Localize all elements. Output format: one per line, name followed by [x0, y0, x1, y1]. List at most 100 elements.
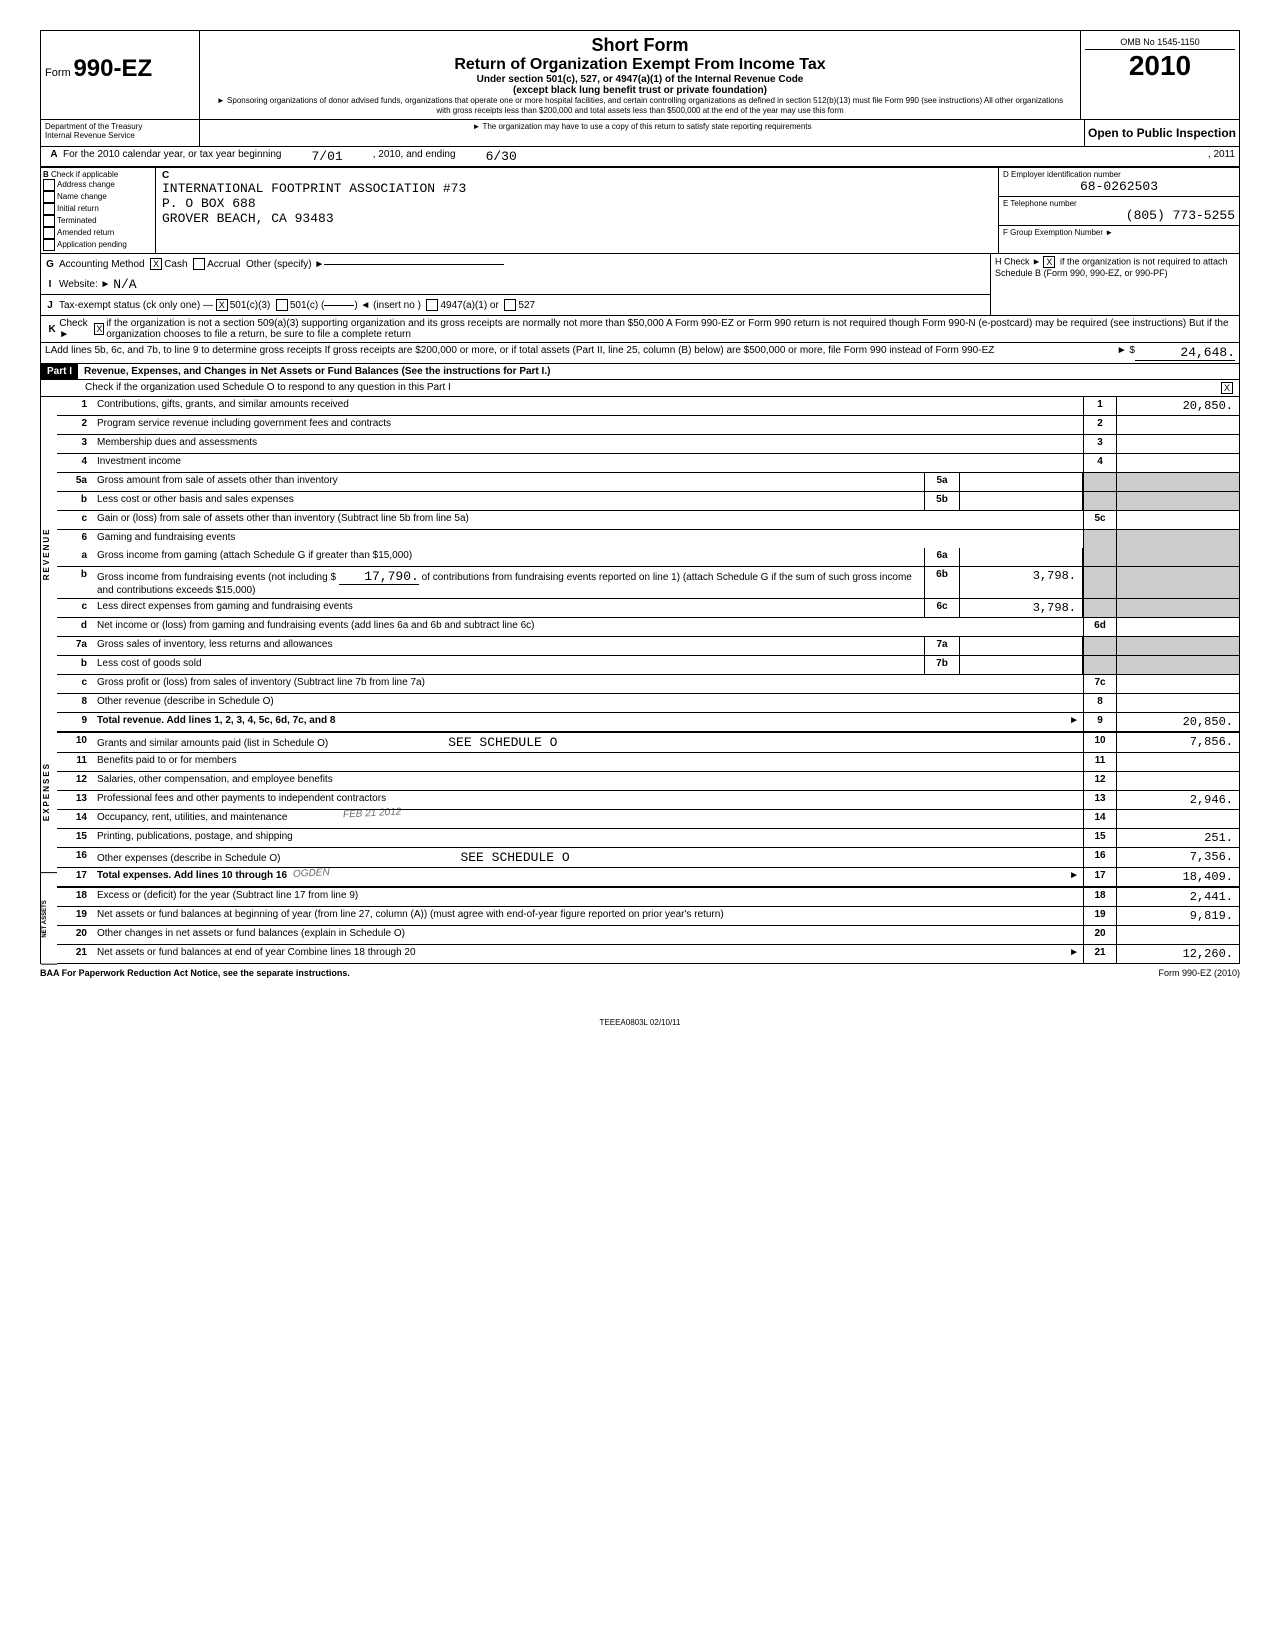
row-6a: aGross income from gaming (attach Schedu…: [57, 548, 1239, 567]
row-19: 19Net assets or fund balances at beginni…: [57, 907, 1239, 926]
open-public-box: Open to Public Inspection: [1084, 120, 1240, 147]
part1-desc: Revenue, Expenses, and Changes in Net As…: [78, 366, 550, 377]
part1-check-text: Check if the organization used Schedule …: [45, 382, 1221, 394]
header-row2: Department of the Treasury Internal Reve…: [40, 120, 1240, 147]
check-k[interactable]: X: [94, 323, 104, 335]
row-12: 12Salaries, other compensation, and empl…: [57, 772, 1239, 791]
d-row: D Employer identification number 68-0262…: [999, 168, 1239, 197]
line-i: I Website: ► N/A: [41, 274, 990, 294]
line-g: G Accounting Method XCash Accrual Other …: [41, 254, 990, 274]
row-18: 18Excess or (deficit) for the year (Subt…: [57, 888, 1239, 907]
check-501c[interactable]: [276, 299, 288, 311]
check-accrual[interactable]: [193, 258, 205, 270]
check-501c3[interactable]: X: [216, 299, 228, 311]
e-label: E Telephone number: [1003, 199, 1235, 208]
website: N/A: [113, 277, 136, 292]
sponsor-note: ► Sponsoring organizations of donor advi…: [210, 96, 1070, 115]
j-501c3: 501(c)(3): [230, 300, 271, 311]
open-public: Open to Public Inspection: [1087, 126, 1237, 140]
row-2: 2Program service revenue including gover…: [57, 416, 1239, 435]
line-a: A For the 2010 calendar year, or tax yea…: [40, 147, 1240, 167]
check-column: B Check if applicable Address change Nam…: [41, 168, 156, 253]
c-label: C: [162, 170, 169, 181]
check-init-label: Initial return: [57, 204, 99, 213]
row-11: 11Benefits paid to or for members11: [57, 753, 1239, 772]
h-label: H Check ►: [995, 257, 1041, 267]
label-a: A: [45, 149, 63, 164]
copy-note: ► The organization may have to use a cop…: [199, 120, 1084, 147]
line-k: K Check ► X if the organization is not a…: [40, 316, 1240, 343]
check-app[interactable]: [43, 239, 55, 251]
row-7b: bLess cost of goods sold7b: [57, 656, 1239, 675]
subtitle2: (except black lung benefit trust or priv…: [210, 85, 1070, 96]
check-app-label: Application pending: [57, 240, 127, 249]
check-term[interactable]: [43, 215, 55, 227]
row-5a: 5aGross amount from sale of assets other…: [57, 473, 1239, 492]
row-10: 10Grants and similar amounts paid (list …: [57, 733, 1239, 753]
row-15: 15Printing, publications, postage, and s…: [57, 829, 1239, 848]
subtitle1: Under section 501(c), 527, or 4947(a)(1)…: [210, 74, 1070, 85]
label-k: K: [45, 324, 59, 335]
row-21: 21Net assets or fund balances at end of …: [57, 945, 1239, 964]
row-5c: cGain or (loss) from sale of assets othe…: [57, 511, 1239, 530]
row-14: 14Occupancy, rent, utilities, and mainte…: [57, 810, 1239, 829]
row-8: 8Other revenue (describe in Schedule O)8: [57, 694, 1239, 713]
line-a-mid: , 2010, and ending: [373, 149, 456, 164]
info-block: B Check if applicable Address change Nam…: [40, 167, 1240, 254]
footer-code: TEEEA0803L 02/10/11: [40, 1018, 1240, 1027]
k-label: Check ►: [59, 318, 91, 340]
line-a-text: For the 2010 calendar year, or tax year …: [63, 149, 281, 164]
vert-revenue: REVENUE: [41, 397, 57, 711]
line-l: L Add lines 5b, 6c, and 7b, to line 9 to…: [40, 343, 1240, 364]
check-addr[interactable]: [43, 179, 55, 191]
check-4947[interactable]: [426, 299, 438, 311]
g-other: Other (specify) ►: [246, 259, 324, 270]
check-amend[interactable]: [43, 227, 55, 239]
check-addr-label: Address change: [57, 180, 115, 189]
dept-box: Department of the Treasury Internal Reve…: [40, 120, 199, 147]
check-part1[interactable]: X: [1221, 382, 1233, 394]
label-g: G: [41, 259, 59, 270]
part1-label: Part I: [41, 364, 78, 379]
check-name[interactable]: [43, 191, 55, 203]
b-label: Check if applicable: [51, 170, 118, 179]
row-20: 20Other changes in net assets or fund ba…: [57, 926, 1239, 945]
row-5b: bLess cost or other basis and sales expe…: [57, 492, 1239, 511]
part1-header-row: Part I Revenue, Expenses, and Changes in…: [40, 364, 1240, 380]
omb-number: OMB No 1545-1150: [1085, 35, 1235, 50]
label-i: I: [41, 279, 59, 290]
check-h[interactable]: X: [1043, 256, 1055, 268]
i-label: Website: ►: [59, 279, 110, 290]
j-527: 527: [518, 300, 535, 311]
org-addr2: GROVER BEACH, CA 93483: [162, 211, 992, 226]
row-17: 17Total expenses. Add lines 10 through 1…: [57, 868, 1239, 888]
row-3: 3Membership dues and assessments3: [57, 435, 1239, 454]
check-init[interactable]: [43, 203, 55, 215]
line-j: J Tax-exempt status (ck only one) — X501…: [41, 294, 990, 315]
j-501c: 501(c) (: [290, 300, 324, 311]
check-527[interactable]: [504, 299, 516, 311]
g-accrual: Accrual: [207, 259, 240, 270]
label-b: B: [43, 170, 49, 179]
e-row: E Telephone number (805) 773-5255: [999, 197, 1239, 226]
end-year: , 2011: [1208, 149, 1235, 164]
right-info-column: D Employer identification number 68-0262…: [998, 168, 1239, 253]
org-name: INTERNATIONAL FOOTPRINT ASSOCIATION #73: [162, 181, 992, 196]
vert-netassets: NET ASSETS: [41, 874, 57, 965]
form-label: Form: [45, 67, 71, 79]
lines-column: 1Contributions, gifts, grants, and simil…: [57, 397, 1239, 964]
form-number: 990-EZ: [73, 55, 152, 82]
f-label: F Group Exemption Number: [1003, 228, 1103, 237]
j-label: Tax-exempt status (ck only one) —: [59, 300, 213, 311]
d-label: D Employer identification number: [1003, 170, 1235, 179]
footer-row: BAA For Paperwork Reduction Act Notice, …: [40, 964, 1240, 978]
row-1: 1Contributions, gifts, grants, and simil…: [57, 397, 1239, 416]
org-column: C INTERNATIONAL FOOTPRINT ASSOCIATION #7…: [156, 168, 998, 253]
row-13: 13Professional fees and other payments t…: [57, 791, 1239, 810]
check-cash[interactable]: X: [150, 258, 162, 270]
g-label: Accounting Method: [59, 259, 145, 270]
check-term-label: Terminated: [57, 216, 97, 225]
return-title: Return of Organization Exempt From Incom…: [210, 56, 1070, 74]
j-4947: 4947(a)(1) or: [440, 300, 498, 311]
row-6c: cLess direct expenses from gaming and fu…: [57, 599, 1239, 618]
